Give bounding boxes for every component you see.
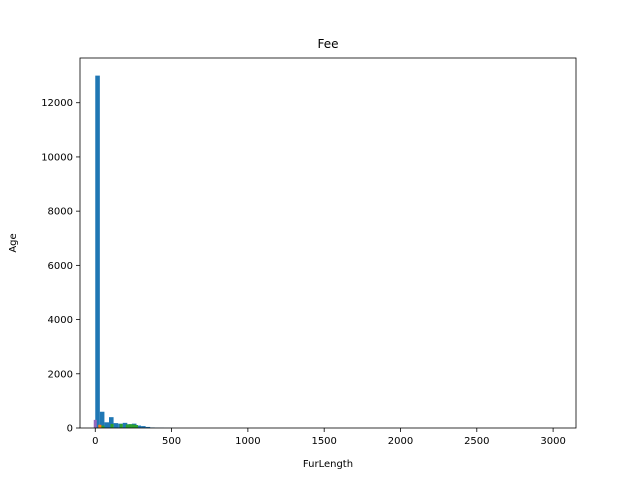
x-tick-label-3: 1500 [311, 436, 336, 447]
y-axis-label: Age [8, 233, 19, 252]
x-tick-label-0: 0 [92, 436, 98, 447]
histogram-bar-s1-b1 [110, 423, 114, 428]
histogram-bar-s1-b0 [101, 425, 105, 428]
histogram-bar-s3-b0 [93, 419, 97, 428]
histogram-bar-s1-b4 [128, 424, 132, 428]
histogram-bar-s1-b6 [134, 425, 138, 428]
histogram-bar-s1-b5 [131, 424, 135, 428]
x-tick-label-1: 500 [162, 436, 181, 447]
y-tick-label-5: 10000 [41, 152, 73, 163]
y-tick-label-6: 12000 [41, 98, 73, 109]
plot-frame [79, 57, 577, 429]
x-tick-label-2: 1000 [235, 436, 260, 447]
histogram-bar-s0-b2 [104, 422, 109, 428]
histogram-bar-s1-b3 [125, 424, 129, 428]
histogram-bar-s0-b10 [141, 426, 146, 428]
histogram-bar-s0-b1 [99, 411, 105, 428]
histogram-bar-s0-b3 [109, 417, 114, 428]
histogram-bar-s2-b0 [98, 424, 102, 428]
y-tick-label-3: 6000 [48, 261, 73, 272]
x-axis-label: FurLength [303, 459, 353, 470]
histogram-bar-s0-b6 [122, 422, 128, 428]
y-tick-label-0: 0 [67, 424, 73, 435]
histogram-bar-s0-b0 [95, 75, 100, 429]
chart-title: Fee [317, 37, 338, 51]
plot-area [80, 58, 576, 428]
bars-layer [93, 75, 174, 429]
x-tick-label-4: 2000 [388, 436, 413, 447]
y-tick-label-1: 2000 [48, 369, 73, 380]
axes-layer: 0 500 1000 1500 2000 2500 3000 0 2000 4000 6000 800… [41, 57, 577, 447]
histogram-bar-s1-b2 [119, 423, 123, 428]
histogram-bar-s0-b11 [145, 426, 151, 428]
y-tick-label-4: 8000 [48, 207, 73, 218]
histogram-bar-s0-b4 [113, 423, 119, 428]
x-tick-label-5: 2500 [464, 436, 489, 447]
y-tick-label-2: 4000 [48, 315, 73, 326]
histogram-bar-s0-b9 [136, 425, 142, 428]
x-tick-label-6: 3000 [540, 436, 565, 447]
